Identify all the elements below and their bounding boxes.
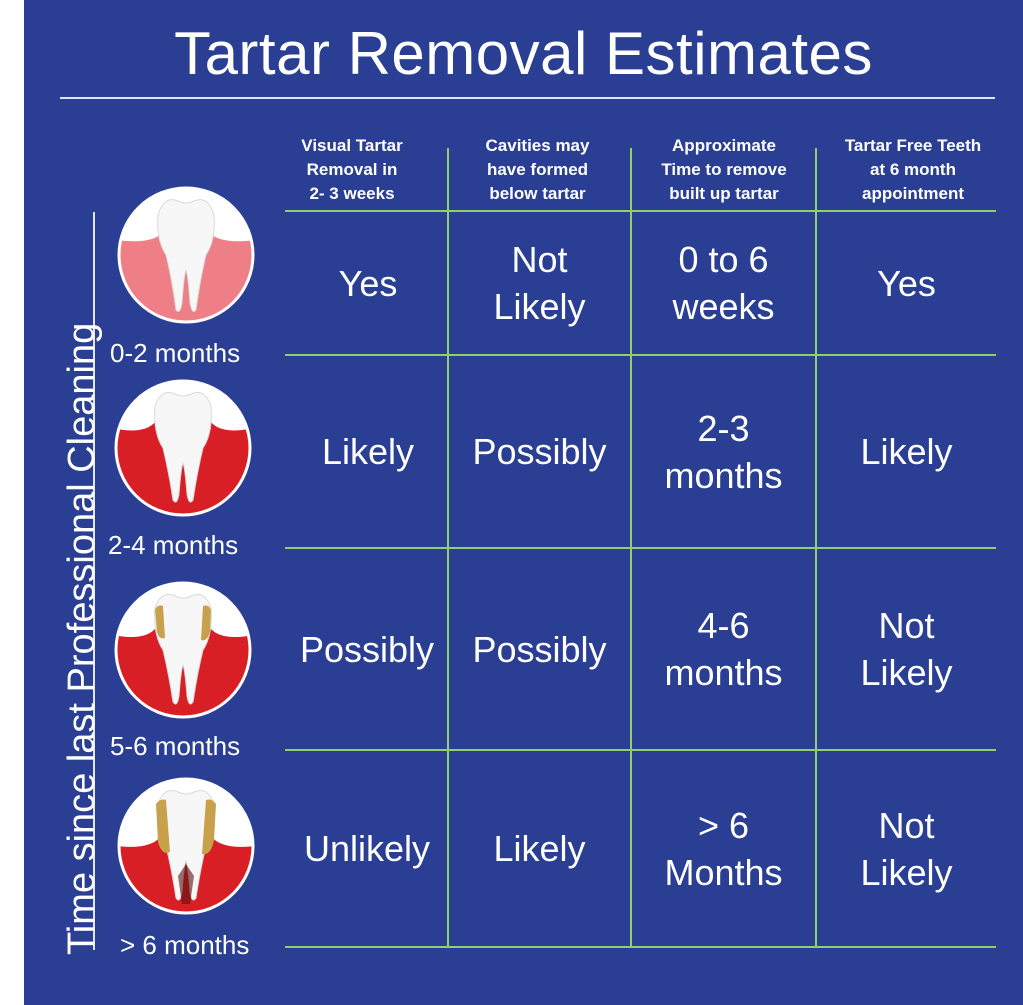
- row-label: 5-6 months: [110, 731, 241, 761]
- table-cell: Not Likely: [449, 212, 630, 354]
- column-header-visual-removal: Visual Tartar Removal in 2- 3 weeks: [272, 134, 432, 206]
- column-header-text: Tartar Free Teeth at 6 month appointment: [844, 136, 982, 203]
- table-cell: Possibly: [449, 356, 630, 547]
- title-divider: [60, 97, 995, 99]
- grid-col-divider-2: [630, 148, 632, 948]
- inflamed-gum-tooth-icon: [114, 379, 252, 517]
- table-cell: Yes: [289, 212, 447, 354]
- cell-text: Likely: [321, 431, 415, 472]
- row-label: 2-4 months: [108, 530, 239, 560]
- table-cell: Not Likely: [817, 549, 996, 749]
- cell-text: 0 to 6 weeks: [672, 239, 775, 327]
- column-header-tartar-free: Tartar Free Teeth at 6 month appointment: [823, 134, 1003, 206]
- row-label: > 6 months: [120, 930, 250, 960]
- cell-text: Not Likely: [860, 804, 953, 893]
- healthy-tooth-icon: [117, 186, 255, 324]
- column-header-approx-time: Approximate Time to remove built up tart…: [638, 134, 810, 206]
- column-header-text: Visual Tartar Removal in 2- 3 weeks: [301, 136, 403, 203]
- cell-text: Likely: [493, 828, 586, 869]
- cell-text: Possibly: [299, 628, 435, 670]
- table-cell: 2-3 months: [632, 356, 815, 547]
- table-cell: Yes: [817, 212, 996, 354]
- side-axis-label: Time since last Professional Cleaning: [61, 322, 103, 955]
- cell-text: Not Likely: [493, 239, 586, 327]
- grid-col-divider-1: [447, 148, 449, 948]
- row-label: 0-2 months: [110, 338, 241, 368]
- table-cell: Possibly: [449, 549, 630, 749]
- table-cell: Likely: [289, 356, 447, 547]
- grid-line-row-1: [285, 354, 996, 356]
- cell-text: 2-3 months: [664, 407, 783, 496]
- cell-text: Possibly: [472, 628, 607, 670]
- page-title: Tartar Removal Estimates: [174, 20, 873, 87]
- table-cell: Likely: [449, 751, 630, 946]
- column-header-cavities: Cavities may have formed below tartar: [455, 134, 620, 206]
- cell-text: Yes: [338, 262, 398, 304]
- cell-text: Likely: [860, 431, 953, 472]
- column-header-text: Approximate Time to remove built up tart…: [661, 136, 787, 203]
- cell-text: Not Likely: [860, 605, 953, 693]
- column-header-text: Cavities may have formed below tartar: [485, 136, 590, 203]
- grid-line-row-3: [285, 749, 996, 751]
- table-cell: 0 to 6 weeks: [632, 212, 815, 354]
- cell-text: 4-6 months: [664, 605, 783, 693]
- grid-line-row-4: [285, 946, 996, 948]
- table-cell: > 6 Months: [632, 751, 815, 946]
- heavy-tartar-tooth-icon: [117, 777, 255, 915]
- grid-line-header: [285, 210, 996, 212]
- grid-line-row-2: [285, 547, 996, 549]
- side-divider: [93, 212, 95, 950]
- cell-text: Unlikely: [303, 828, 431, 869]
- cell-text: Possibly: [472, 431, 607, 472]
- cell-text: Yes: [877, 262, 936, 304]
- table-cell: Not Likely: [817, 751, 996, 946]
- tartar-tooth-icon: [114, 581, 252, 719]
- table-cell: 4-6 months: [632, 549, 815, 749]
- table-cell: Likely: [817, 356, 996, 547]
- table-cell: Unlikely: [287, 751, 447, 946]
- table-cell: Possibly: [287, 549, 447, 749]
- cell-text: > 6 Months: [664, 804, 783, 893]
- grid-col-divider-3: [815, 148, 817, 948]
